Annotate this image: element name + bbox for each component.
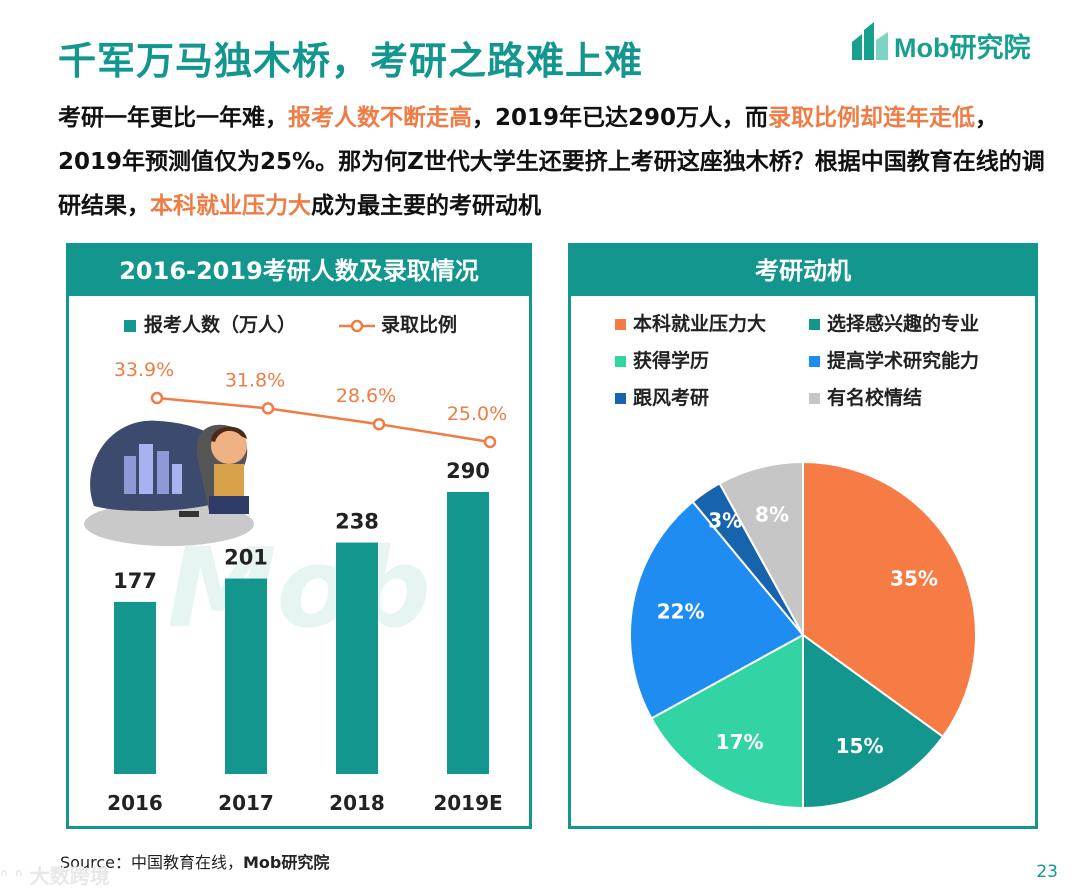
page-number: 23: [1036, 862, 1058, 882]
panel-title: 2016-2019考研人数及录取情况: [69, 246, 529, 296]
pie-slice: [802, 460, 977, 739]
panel-title: 考研动机: [571, 246, 1035, 296]
line-legend-swatch: [339, 319, 375, 332]
line-legend-label: 录取比例: [381, 314, 458, 336]
line-data-label: 31.8%: [225, 369, 285, 391]
legend-swatch: [615, 393, 626, 404]
legend-label: 提高学术研究能力: [827, 349, 979, 372]
bar-line-chart: Mob 177 2016 201 2017 238 2018 290 2019E 33.9% 31…: [84, 359, 507, 815]
x-tick-label: 2018: [329, 791, 385, 815]
bar: [114, 601, 156, 774]
legend-label: 本科就业压力大: [633, 312, 766, 335]
bar-legend-swatch: [124, 319, 136, 332]
legend-swatch: [809, 356, 820, 367]
line-legend: 录取比例: [339, 310, 457, 337]
pie-chart: Mob 本科就业压力大选择感兴趣的专业获得学历提高学术研究能力跟风考研有名校情结…: [615, 312, 979, 810]
bar-data-label: 177: [113, 569, 157, 593]
line-point: [261, 402, 275, 415]
logo-icon: [852, 22, 888, 60]
legend-swatch: [615, 319, 626, 330]
bar: [447, 492, 489, 774]
legend-label: 跟风考研: [633, 387, 709, 409]
legend-swatch: [809, 393, 820, 404]
x-tick-label: 2017: [218, 791, 274, 815]
watermark-mob: Mob: [167, 524, 431, 652]
pie-chart-panel: 考研动机 Mob 本科就业压力大选择感兴趣的专业获得学历提高学术研究能力跟风考研…: [568, 243, 1038, 829]
line-data-label: 25.0%: [447, 403, 507, 425]
line-point: [150, 391, 164, 405]
legend-label: 选择感兴趣的专业: [827, 312, 979, 335]
pie-data-label: 22%: [657, 600, 705, 624]
pie-slice: [650, 633, 804, 810]
bar-legend-label: 报考人数（万人）: [144, 314, 297, 336]
pie-data-label: 35%: [890, 566, 938, 590]
pie-data-label: 17%: [716, 730, 764, 754]
x-tick-label: 2019E: [433, 791, 502, 815]
line-data-label: 33.9%: [114, 359, 174, 381]
legend-swatch: [615, 356, 626, 367]
line-point: [483, 435, 497, 449]
bar: [225, 578, 267, 774]
pie-slice: [629, 500, 805, 720]
highlight-text: 本科就业压力大: [150, 193, 311, 219]
legend-swatch: [809, 319, 820, 330]
bar-data-label: 201: [224, 546, 268, 570]
student-illustration-icon: [84, 420, 254, 546]
pie-data-label: 8%: [755, 502, 789, 526]
logo-text: Mob研究院: [894, 33, 1031, 63]
pie-slice: [718, 460, 804, 636]
bar: [336, 542, 378, 774]
highlight-text: 报考人数不断走高: [288, 105, 472, 131]
page-title: 千军万马独木桥，考研之路难上难: [58, 39, 644, 83]
legend-label: 有名校情结: [827, 386, 922, 409]
bar-legend: 报考人数（万人）: [124, 310, 296, 337]
pie-slice: [802, 633, 945, 810]
corner-watermark: ᐢ ᐢ 大数跨境: [0, 864, 110, 888]
highlight-text: 录取比例却连年走低: [768, 105, 976, 131]
bar-data-label: 238: [335, 510, 379, 534]
line-point: [372, 417, 386, 431]
intro-paragraph: 考研一年更比一年难，报考人数不断走高，2019年已达290万人，而录取比例却连年…: [58, 105, 1045, 219]
line-series: [156, 396, 491, 444]
legend-label: 获得学历: [633, 349, 709, 372]
line-data-label: 28.6%: [336, 385, 396, 407]
bar-data-label: 290: [446, 459, 490, 483]
logo: Mob研究院: [848, 20, 1058, 70]
pie-data-label: 15%: [836, 734, 884, 758]
bar-line-chart-panel: 2016-2019考研人数及录取情况 报考人数（万人） 录取比例 Mob 177…: [66, 243, 532, 829]
source-note: Source：中国教育在线，Mob研究院: [60, 853, 330, 872]
x-tick-label: 2016: [107, 791, 163, 815]
